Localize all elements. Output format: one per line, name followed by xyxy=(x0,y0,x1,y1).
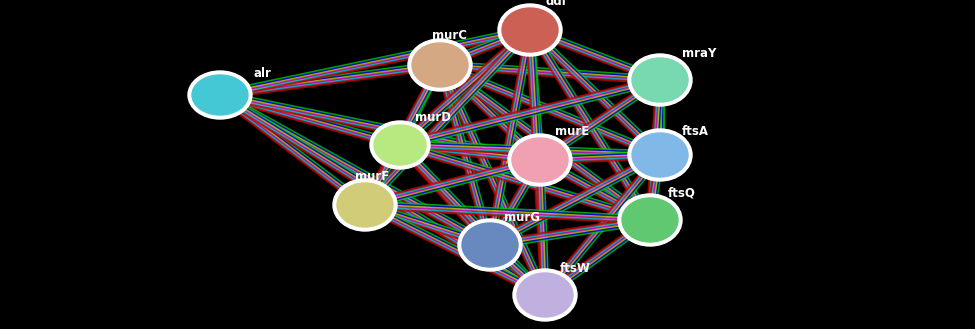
Ellipse shape xyxy=(498,4,562,56)
Ellipse shape xyxy=(517,273,573,317)
Ellipse shape xyxy=(370,121,430,169)
Ellipse shape xyxy=(408,39,472,91)
Text: alr: alr xyxy=(253,67,271,80)
Text: ftsQ: ftsQ xyxy=(668,187,696,200)
Ellipse shape xyxy=(618,194,682,246)
Ellipse shape xyxy=(508,134,572,186)
Text: murF: murF xyxy=(355,170,389,183)
Ellipse shape xyxy=(513,269,577,321)
Text: ddl: ddl xyxy=(545,0,566,8)
Text: murD: murD xyxy=(415,111,451,124)
Text: ftsA: ftsA xyxy=(682,125,709,138)
Text: murE: murE xyxy=(555,125,589,138)
Ellipse shape xyxy=(458,219,522,271)
Ellipse shape xyxy=(462,223,518,267)
Ellipse shape xyxy=(628,54,692,106)
Ellipse shape xyxy=(188,71,252,119)
Ellipse shape xyxy=(333,179,397,231)
Ellipse shape xyxy=(628,129,692,181)
Ellipse shape xyxy=(632,58,688,102)
Ellipse shape xyxy=(374,125,426,165)
Text: murC: murC xyxy=(432,29,467,42)
Ellipse shape xyxy=(412,43,468,87)
Ellipse shape xyxy=(512,138,568,182)
Ellipse shape xyxy=(622,198,678,242)
Ellipse shape xyxy=(502,8,558,52)
Ellipse shape xyxy=(632,133,688,177)
Text: murG: murG xyxy=(504,211,540,224)
Text: mraY: mraY xyxy=(682,47,717,60)
Text: ftsW: ftsW xyxy=(560,262,591,275)
Ellipse shape xyxy=(337,183,393,227)
Ellipse shape xyxy=(192,75,248,115)
